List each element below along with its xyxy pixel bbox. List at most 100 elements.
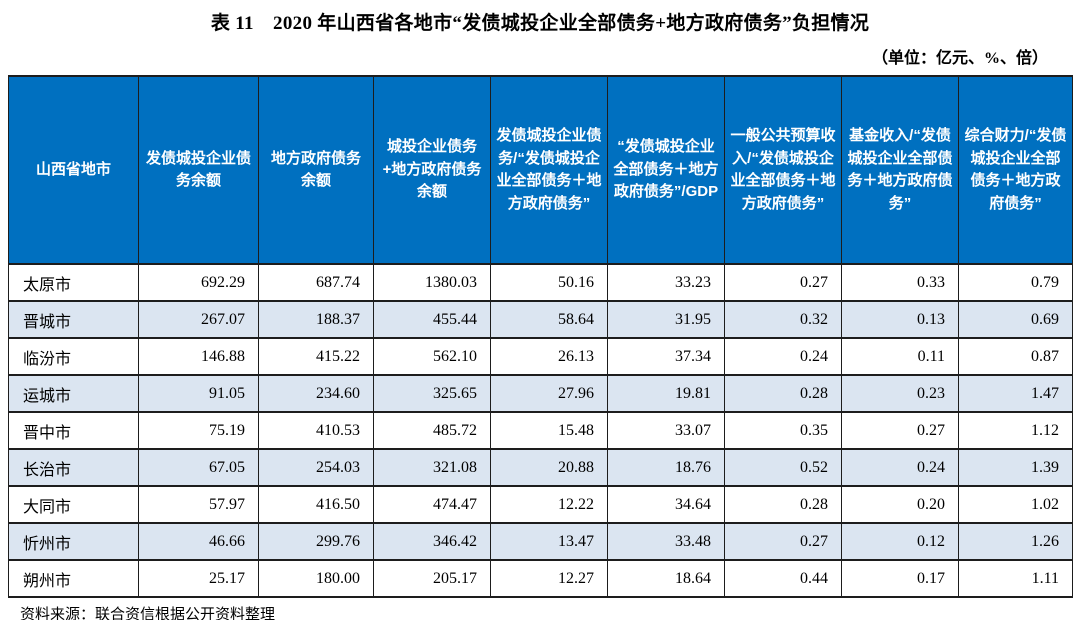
cell-value: 0.23 <box>841 374 959 413</box>
cell-value: 1.11 <box>958 559 1073 598</box>
cell-value: 0.20 <box>841 485 959 524</box>
cell-value: 0.28 <box>724 374 842 413</box>
cell-value: 325.65 <box>373 374 491 413</box>
cell-value: 0.12 <box>841 522 959 561</box>
cell-value: 13.47 <box>490 522 608 561</box>
cell-value: 455.44 <box>373 300 491 339</box>
col-header-budget-revenue-ratio: 一般公共预算收入/“发债城投企业全部债务＋地方政府债务” <box>724 75 842 265</box>
debt-burden-table: 山西省地市 发债城投企业债务余额 地方政府债务余额 城投企业债务+地方政府债务余… <box>8 75 1073 598</box>
cell-value: 321.08 <box>373 448 491 487</box>
cell-value: 1380.03 <box>373 263 491 302</box>
cell-value: 0.27 <box>841 411 959 450</box>
cell-value: 25.17 <box>138 559 259 598</box>
cell-city: 晋城市 <box>8 300 139 339</box>
cell-value: 188.37 <box>258 300 374 339</box>
cell-value: 26.13 <box>490 337 608 376</box>
cell-value: 0.28 <box>724 485 842 524</box>
table-row-shuozhou: 朔州市 25.17 180.00 205.17 12.27 18.64 0.44… <box>8 559 1073 598</box>
cell-value: 0.52 <box>724 448 842 487</box>
cell-value: 485.72 <box>373 411 491 450</box>
cell-city: 太原市 <box>8 263 139 302</box>
col-header-urban-debt-ratio: 发债城投企业债务/“发债城投企业全部债务＋地方政府债务” <box>490 75 608 265</box>
cell-value: 0.44 <box>724 559 842 598</box>
cell-value: 57.97 <box>138 485 259 524</box>
cell-value: 15.48 <box>490 411 608 450</box>
cell-value: 18.64 <box>607 559 725 598</box>
col-header-bond-urban-debt: 发债城投企业债务余额 <box>138 75 259 265</box>
table-row-linfen: 临汾市 146.88 415.22 562.10 26.13 37.34 0.2… <box>8 337 1073 376</box>
cell-value: 0.24 <box>724 337 842 376</box>
cell-value: 0.24 <box>841 448 959 487</box>
cell-city: 临汾市 <box>8 337 139 376</box>
cell-value: 27.96 <box>490 374 608 413</box>
cell-value: 180.00 <box>258 559 374 598</box>
cell-value: 19.81 <box>607 374 725 413</box>
cell-value: 0.33 <box>841 263 959 302</box>
table-header: 山西省地市 发债城投企业债务余额 地方政府债务余额 城投企业债务+地方政府债务余… <box>8 75 1073 265</box>
cell-value: 46.66 <box>138 522 259 561</box>
table-row-xinzhou: 忻州市 46.66 299.76 346.42 13.47 33.48 0.27… <box>8 522 1073 561</box>
col-header-total-debt: 城投企业债务+地方政府债务余额 <box>373 75 491 265</box>
cell-value: 33.07 <box>607 411 725 450</box>
col-header-city: 山西省地市 <box>8 75 139 265</box>
cell-value: 1.02 <box>958 485 1073 524</box>
cell-value: 0.27 <box>724 522 842 561</box>
cell-value: 410.53 <box>258 411 374 450</box>
cell-value: 58.64 <box>490 300 608 339</box>
cell-city: 运城市 <box>8 374 139 413</box>
cell-city: 长治市 <box>8 448 139 487</box>
unit-note: （单位：亿元、%、倍） <box>871 50 1048 67</box>
cell-value: 12.27 <box>490 559 608 598</box>
cell-value: 0.69 <box>958 300 1073 339</box>
col-header-fund-revenue-ratio: 基金收入/“发债城投企业全部债务＋地方政府债务” <box>841 75 959 265</box>
cell-value: 0.13 <box>841 300 959 339</box>
cell-value: 146.88 <box>138 337 259 376</box>
cell-value: 67.05 <box>138 448 259 487</box>
cell-value: 75.19 <box>138 411 259 450</box>
cell-value: 34.64 <box>607 485 725 524</box>
cell-value: 0.32 <box>724 300 842 339</box>
cell-city: 大同市 <box>8 485 139 524</box>
cell-value: 0.11 <box>841 337 959 376</box>
cell-value: 31.95 <box>607 300 725 339</box>
cell-city: 忻州市 <box>8 522 139 561</box>
cell-value: 1.47 <box>958 374 1073 413</box>
cell-value: 18.76 <box>607 448 725 487</box>
cell-value: 0.87 <box>958 337 1073 376</box>
cell-value: 20.88 <box>490 448 608 487</box>
table-row-changzhi: 长治市 67.05 254.03 321.08 20.88 18.76 0.52… <box>8 448 1073 487</box>
cell-value: 234.60 <box>258 374 374 413</box>
table-title: 表 11 2020 年山西省各地市“发债城投企业全部债务+地方政府债务”负担情况 <box>210 13 870 34</box>
cell-value: 254.03 <box>258 448 374 487</box>
cell-value: 12.22 <box>490 485 608 524</box>
cell-value: 0.27 <box>724 263 842 302</box>
table-row-yuncheng: 运城市 91.05 234.60 325.65 27.96 19.81 0.28… <box>8 374 1073 413</box>
table-row-jincheng: 晋城市 267.07 188.37 455.44 58.64 31.95 0.3… <box>8 300 1073 339</box>
cell-city: 晋中市 <box>8 411 139 450</box>
cell-value: 1.26 <box>958 522 1073 561</box>
cell-value: 416.50 <box>258 485 374 524</box>
col-header-local-gov-debt: 地方政府债务余额 <box>258 75 374 265</box>
cell-value: 91.05 <box>138 374 259 413</box>
source-note: 资料来源：联合资信根据公开资料整理 <box>20 607 276 620</box>
cell-value: 415.22 <box>258 337 374 376</box>
cell-value: 687.74 <box>258 263 374 302</box>
cell-value: 562.10 <box>373 337 491 376</box>
cell-value: 474.47 <box>373 485 491 524</box>
table-body: 太原市 692.29 687.74 1380.03 50.16 33.23 0.… <box>8 263 1073 598</box>
cell-value: 50.16 <box>490 263 608 302</box>
cell-value: 205.17 <box>373 559 491 598</box>
cell-value: 33.23 <box>607 263 725 302</box>
cell-value: 33.48 <box>607 522 725 561</box>
table-row-taiyuan: 太原市 692.29 687.74 1380.03 50.16 33.23 0.… <box>8 263 1073 302</box>
header-row: 山西省地市 发债城投企业债务余额 地方政府债务余额 城投企业债务+地方政府债务余… <box>8 75 1073 265</box>
cell-value: 0.35 <box>724 411 842 450</box>
col-header-fiscal-strength-ratio: 综合财力/“发债城投企业全部债务＋地方政府债务” <box>958 75 1073 265</box>
cell-value: 1.39 <box>958 448 1073 487</box>
cell-value: 37.34 <box>607 337 725 376</box>
cell-value: 267.07 <box>138 300 259 339</box>
cell-value: 346.42 <box>373 522 491 561</box>
cell-value: 692.29 <box>138 263 259 302</box>
cell-value: 0.79 <box>958 263 1073 302</box>
